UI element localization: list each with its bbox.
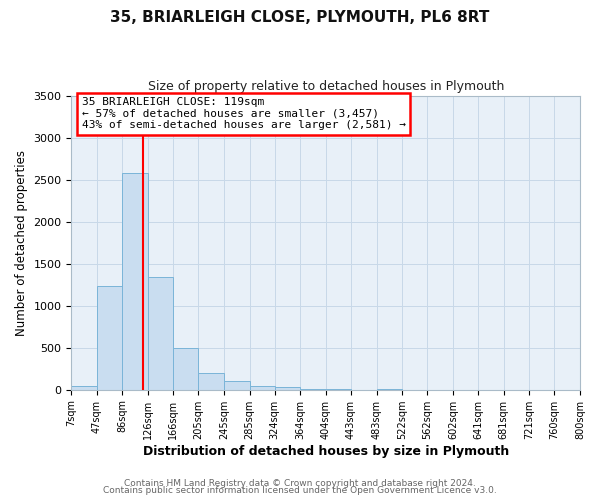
Text: Contains HM Land Registry data © Crown copyright and database right 2024.: Contains HM Land Registry data © Crown c…	[124, 478, 476, 488]
X-axis label: Distribution of detached houses by size in Plymouth: Distribution of detached houses by size …	[143, 444, 509, 458]
Y-axis label: Number of detached properties: Number of detached properties	[15, 150, 28, 336]
Bar	[148, 277, 173, 390]
Bar	[275, 387, 301, 390]
Bar	[71, 386, 97, 390]
Bar	[173, 348, 199, 390]
Title: Size of property relative to detached houses in Plymouth: Size of property relative to detached ho…	[148, 80, 504, 93]
Bar	[250, 386, 275, 390]
Text: Contains public sector information licensed under the Open Government Licence v3: Contains public sector information licen…	[103, 486, 497, 495]
Text: 35, BRIARLEIGH CLOSE, PLYMOUTH, PL6 8RT: 35, BRIARLEIGH CLOSE, PLYMOUTH, PL6 8RT	[110, 10, 490, 25]
Bar	[97, 286, 122, 390]
Bar	[224, 382, 250, 390]
Text: 35 BRIARLEIGH CLOSE: 119sqm
← 57% of detached houses are smaller (3,457)
43% of : 35 BRIARLEIGH CLOSE: 119sqm ← 57% of det…	[82, 97, 406, 130]
Bar	[122, 173, 148, 390]
Bar	[199, 373, 224, 390]
